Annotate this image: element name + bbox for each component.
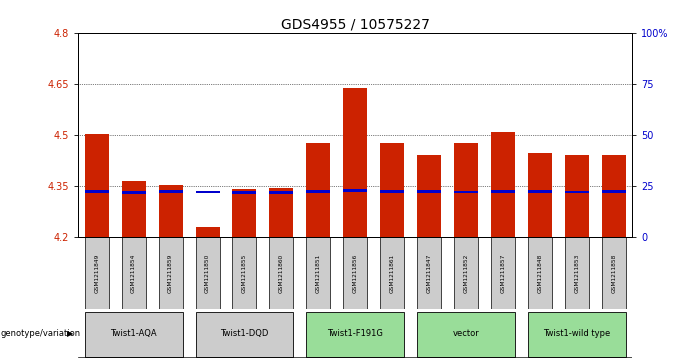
Text: GSM1211860: GSM1211860 — [279, 253, 284, 293]
Text: ▶: ▶ — [67, 329, 73, 338]
Text: GSM1211861: GSM1211861 — [390, 254, 395, 293]
Bar — [380, 143, 404, 237]
Bar — [454, 237, 478, 309]
Bar — [196, 227, 220, 237]
Text: GSM1211851: GSM1211851 — [316, 253, 321, 293]
Text: GSM1211849: GSM1211849 — [94, 253, 99, 293]
Text: GSM1211854: GSM1211854 — [131, 253, 136, 293]
Text: vector: vector — [453, 329, 479, 338]
Bar — [343, 88, 367, 237]
Text: GSM1211852: GSM1211852 — [464, 253, 469, 293]
Text: GSM1211856: GSM1211856 — [353, 253, 358, 293]
Bar — [528, 190, 552, 193]
Bar — [85, 190, 109, 193]
Text: GSM1211857: GSM1211857 — [500, 253, 506, 293]
Bar — [307, 312, 404, 357]
Text: GSM1211853: GSM1211853 — [575, 253, 579, 293]
Bar — [491, 132, 515, 237]
Bar — [565, 191, 589, 193]
Text: Twist1-F191G: Twist1-F191G — [327, 329, 384, 338]
Bar — [565, 237, 589, 309]
Bar — [565, 155, 589, 237]
Bar — [233, 188, 256, 237]
Bar — [122, 191, 146, 193]
Bar — [269, 237, 293, 309]
Bar — [85, 134, 109, 237]
Bar — [269, 191, 293, 193]
Bar — [269, 188, 293, 237]
Bar — [418, 237, 441, 309]
Bar — [602, 190, 626, 193]
Bar — [491, 190, 515, 193]
Bar — [307, 143, 330, 237]
Bar — [418, 190, 441, 193]
Text: GSM1211850: GSM1211850 — [205, 253, 210, 293]
Text: GSM1211858: GSM1211858 — [611, 253, 617, 293]
Text: GSM1211848: GSM1211848 — [537, 253, 543, 293]
Bar — [528, 312, 626, 357]
Bar — [343, 189, 367, 192]
Bar — [233, 237, 256, 309]
Bar — [122, 237, 146, 309]
Bar — [602, 155, 626, 237]
Bar — [343, 237, 367, 309]
Bar — [454, 191, 478, 193]
Bar — [233, 191, 256, 193]
Bar — [196, 191, 220, 193]
Text: genotype/variation: genotype/variation — [1, 329, 81, 338]
Bar — [307, 190, 330, 193]
Bar — [454, 143, 478, 237]
Bar — [418, 155, 441, 237]
Bar — [528, 153, 552, 237]
Text: GSM1211847: GSM1211847 — [426, 253, 432, 293]
Bar — [491, 237, 515, 309]
Bar — [122, 182, 146, 237]
Bar — [158, 185, 182, 237]
Bar — [380, 237, 404, 309]
Bar — [307, 237, 330, 309]
Bar — [158, 190, 182, 193]
Text: Twist1-AQA: Twist1-AQA — [110, 329, 157, 338]
Text: Twist1-wild type: Twist1-wild type — [543, 329, 611, 338]
Bar — [380, 190, 404, 193]
Text: GSM1211859: GSM1211859 — [168, 253, 173, 293]
Bar — [158, 237, 182, 309]
Bar — [85, 237, 109, 309]
Bar — [528, 237, 552, 309]
Bar — [196, 237, 220, 309]
Text: GSM1211855: GSM1211855 — [242, 253, 247, 293]
Text: Twist1-DQD: Twist1-DQD — [220, 329, 269, 338]
Title: GDS4955 / 10575227: GDS4955 / 10575227 — [281, 17, 430, 32]
Bar — [196, 312, 293, 357]
Bar — [418, 312, 515, 357]
Bar — [85, 312, 182, 357]
Bar — [602, 237, 626, 309]
